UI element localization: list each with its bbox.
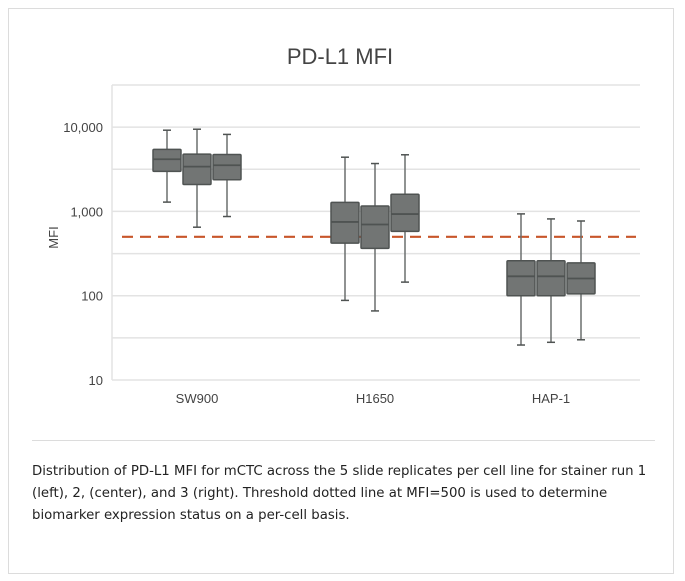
box-hap-1-run2 xyxy=(536,259,566,297)
x-tick-label: HAP-1 xyxy=(532,391,570,406)
chart-title: PD-L1 MFI xyxy=(287,44,393,69)
figure-caption: Distribution of PD-L1 MFI for mCTC acros… xyxy=(32,464,647,523)
y-tick-label: 10,000 xyxy=(63,120,103,135)
box-h1650-run2 xyxy=(360,205,390,250)
figure-border xyxy=(8,8,674,574)
y-tick-label: 1,000 xyxy=(70,204,103,219)
box-hap-1-run1 xyxy=(506,259,536,297)
box-sw900-run1 xyxy=(152,148,182,173)
x-tick-label: H1650 xyxy=(356,391,394,406)
box-sw900-run2 xyxy=(182,153,212,186)
y-axis-label: MFI xyxy=(46,226,61,248)
x-tick-label: SW900 xyxy=(176,391,219,406)
caption-divider xyxy=(32,440,655,441)
y-tick-label: 100 xyxy=(81,289,103,304)
y-tick-label: 10 xyxy=(89,373,103,388)
box-plot-chart: PD-L1 MFI 10 100 1,000 10,000 MFI SW900 H1650 HA… xyxy=(46,44,640,406)
box-h1650-run3 xyxy=(390,193,420,233)
box-sw900-run3 xyxy=(212,153,242,181)
